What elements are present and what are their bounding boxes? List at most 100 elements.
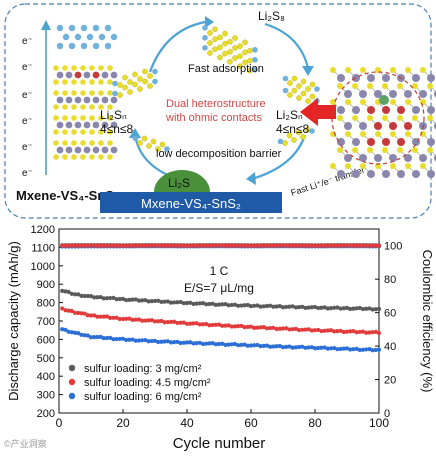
y-tick-label: 1100 [31, 242, 55, 254]
capacity-point [300, 344, 305, 349]
capacity-point [364, 347, 369, 352]
capacity-point [98, 294, 103, 300]
capacity-point [258, 344, 263, 349]
sulfur-atom [80, 154, 86, 160]
capacity-point [354, 346, 359, 351]
efficiency-point [210, 243, 215, 248]
polysulfide-atom [142, 78, 148, 85]
capacity-point [373, 307, 378, 312]
sulfur-atom [360, 99, 366, 105]
efficiency-point [92, 243, 97, 248]
metal-atom [337, 170, 345, 178]
sulfur-atom [107, 140, 113, 146]
capacity-point [220, 302, 225, 307]
capacity-point [277, 304, 282, 309]
lithium-atom [252, 47, 258, 53]
capacity-point [111, 337, 116, 342]
lithium-atom [314, 86, 320, 92]
efficiency-point [175, 243, 180, 248]
sulfur-atom [360, 67, 366, 73]
metal-atom [382, 170, 390, 178]
metal-atom [110, 96, 118, 104]
metal-atom [65, 96, 73, 104]
capacity-chart: 0 20 40 60 80 1002003004005006007008009001000… [6, 224, 435, 452]
capacity-point [146, 299, 151, 304]
sulfur-atom [420, 67, 426, 73]
capacity-point [85, 293, 90, 299]
efficiency-point [261, 243, 266, 248]
capacity-point [316, 345, 321, 351]
capacity-point [172, 340, 177, 345]
capacity-point [146, 318, 151, 323]
capacity-point [207, 323, 212, 328]
capacity-point [149, 338, 154, 344]
capacity-point [120, 316, 126, 322]
capacity-point [264, 326, 270, 331]
capacity-point [168, 300, 174, 305]
metal-atom [419, 154, 427, 162]
y2-tick-label: 60 [384, 308, 396, 320]
capacity-point [319, 328, 324, 334]
sulfur-atom [345, 99, 351, 105]
capacity-point [245, 324, 250, 329]
capacity-point [271, 325, 276, 330]
capacity-point [72, 330, 78, 335]
polysulfide-atom [146, 143, 152, 149]
sulfur-atom [352, 147, 358, 153]
efficiency-point [284, 243, 289, 248]
lithium-atom [56, 24, 64, 32]
polysulfide-atom [212, 26, 218, 33]
efficiency-point [258, 243, 263, 248]
metal-atom [92, 71, 100, 79]
capacity-point [82, 333, 87, 338]
capacity-point [92, 313, 97, 318]
capacity-point [197, 322, 202, 327]
efficiency-point [149, 243, 154, 248]
capacity-point [232, 324, 238, 329]
capacity-point [264, 343, 270, 348]
capacity-point [280, 345, 286, 350]
capacity-point [76, 292, 81, 297]
sulfur-atom [62, 140, 68, 146]
efficiency-point [172, 243, 177, 248]
sulfur-atom [107, 154, 113, 160]
capacity-point [357, 329, 362, 335]
efficiency-point [239, 243, 244, 248]
sulfur-atom [330, 99, 336, 105]
sulfur-atom [330, 67, 336, 73]
capacity-point [220, 341, 225, 346]
metal-atom [56, 121, 64, 129]
sulfur-atom [71, 90, 77, 96]
metal-atom [397, 106, 405, 114]
lithium-atom [56, 42, 64, 50]
efficiency-point [229, 243, 234, 248]
sulfur-atom [80, 90, 86, 96]
polysulfide-atom [232, 55, 238, 61]
sulfur-atom [89, 129, 95, 135]
efficiency-point [111, 243, 116, 248]
capacity-point [204, 302, 209, 307]
capacity-point [252, 343, 257, 348]
capacity-point [66, 289, 71, 294]
capacity-point [92, 295, 97, 300]
sulfur-atom [397, 147, 403, 153]
electron-label: e⁻ [22, 142, 33, 153]
sulfur-atom [330, 163, 336, 169]
lithium-atom [202, 25, 208, 31]
capacity-point [354, 330, 359, 335]
capacity-point [351, 347, 356, 352]
capacity-point [197, 301, 202, 306]
electron-label: e⁻ [22, 90, 33, 101]
transfer-label: Fast Li⁺/e⁻ transfer [290, 165, 366, 198]
capacity-point [156, 319, 161, 324]
capacity-point [357, 305, 362, 311]
capacity-point [348, 306, 353, 312]
top-species: Li₂S₈ [258, 9, 285, 23]
metal-atom [397, 138, 405, 146]
capacity-point [354, 306, 359, 311]
capacity-point [101, 336, 106, 341]
capacity-point [348, 347, 353, 352]
schematic-panel: e⁻ e⁻ e⁻ e⁻ e⁻ e⁻ Mxene-VS₄-SnS₂ Li₂S₈ Fast a… [4, 3, 436, 219]
y-tick-label: 600 [37, 334, 55, 346]
lithium-atom [152, 78, 158, 85]
